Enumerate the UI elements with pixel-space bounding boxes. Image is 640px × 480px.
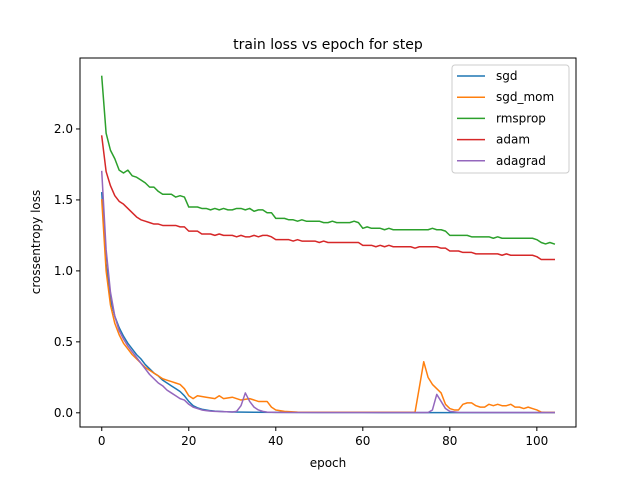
x-tick-label: 40: [268, 434, 283, 448]
x-tick-label: 100: [525, 434, 548, 448]
x-axis-label: epoch: [310, 456, 347, 470]
legend-label-adam: adam: [496, 133, 530, 147]
legend-label-adagrad: adagrad: [496, 154, 546, 168]
plot-area: 0 20 40 60 80 100 0.0 0.5 1.0 1.5 2.0: [54, 57, 577, 448]
legend-label-sgd-mom: sgd_mom: [496, 90, 554, 104]
y-tick-label: 1.5: [54, 193, 73, 207]
series-line-adam: [100, 135, 555, 261]
legend-label-rmsprop: rmsprop: [496, 111, 546, 125]
chart-title: train loss vs epoch for step: [233, 37, 423, 53]
y-axis-label: crossentropy loss: [29, 190, 43, 295]
axis-ticks: 0 20 40 60 80 100 0.0 0.5 1.0 1.5 2.0: [54, 122, 548, 448]
x-tick-label: 60: [355, 434, 370, 448]
series-line-adagrad: [100, 170, 555, 414]
series-line-rmsprop: [100, 75, 556, 245]
legend-box: [451, 64, 570, 174]
y-tick-label: 2.0: [54, 122, 73, 136]
y-tick-label: 1.0: [54, 264, 73, 278]
x-tick-label: 20: [181, 434, 196, 448]
x-tick-label: 0: [98, 434, 106, 448]
y-tick-label: 0.0: [54, 406, 73, 420]
series-layer: [100, 75, 556, 414]
plot-frame: [79, 57, 577, 428]
x-tick-label: 80: [442, 434, 457, 448]
y-tick-label: 0.5: [54, 335, 73, 349]
legend-label-sgd: sgd: [496, 69, 518, 83]
